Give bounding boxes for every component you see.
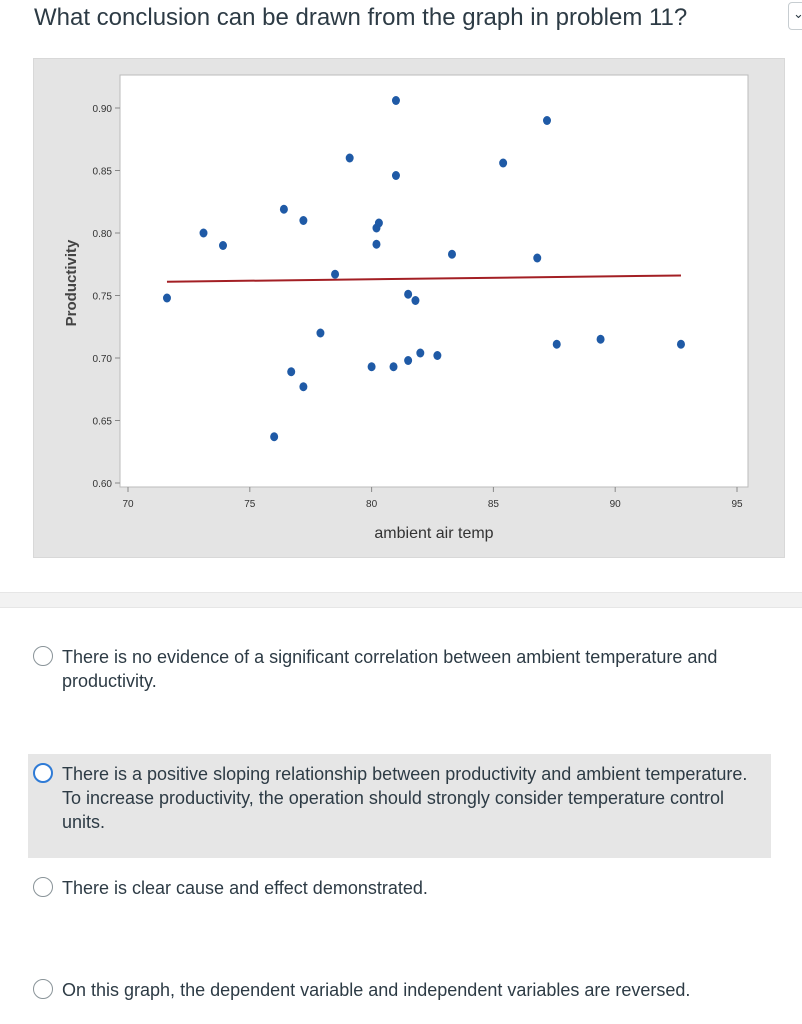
data-point bbox=[287, 367, 296, 377]
radio-button[interactable] bbox=[33, 979, 53, 999]
answer-option-3[interactable]: There is clear cause and effect demonstr… bbox=[28, 868, 771, 908]
data-point bbox=[596, 334, 605, 344]
y-tick-label: 0.90 bbox=[93, 104, 113, 115]
data-point bbox=[199, 228, 208, 238]
data-point bbox=[542, 116, 551, 125]
scatter-chart: 70 75 80 85 90 95 0.60 0.65 0.70 0.75 0.80 0.85 0.90… bbox=[63, 74, 749, 542]
data-point bbox=[331, 269, 340, 279]
data-point bbox=[404, 356, 413, 365]
answer-option-4[interactable]: On this graph, the dependent variable an… bbox=[28, 970, 771, 1010]
data-point bbox=[270, 432, 279, 442]
chevron-down-icon: ⌄ bbox=[793, 6, 802, 21]
collapse-button[interactable]: ⌄ bbox=[788, 2, 802, 30]
data-point bbox=[391, 171, 400, 180]
x-tick-label: 95 bbox=[731, 499, 743, 510]
question-title: What conclusion can be drawn from the gr… bbox=[34, 4, 688, 31]
x-tick-label: 90 bbox=[610, 499, 622, 510]
option-label: There is no evidence of a significant co… bbox=[62, 647, 718, 691]
data-point bbox=[162, 293, 171, 303]
option-label: There is clear cause and effect demonstr… bbox=[62, 878, 428, 898]
data-point bbox=[447, 249, 456, 259]
radio-button[interactable] bbox=[33, 763, 53, 783]
x-tick-label: 85 bbox=[488, 499, 500, 510]
radio-button[interactable] bbox=[33, 877, 53, 897]
y-tick-label: 0.65 bbox=[93, 417, 113, 428]
data-point bbox=[676, 339, 685, 349]
trend-line bbox=[166, 274, 681, 283]
answer-option-1[interactable]: There is no evidence of a significant co… bbox=[28, 637, 771, 701]
data-point bbox=[374, 218, 383, 228]
data-point bbox=[404, 289, 413, 299]
data-point bbox=[299, 216, 308, 225]
y-tick-label: 0.70 bbox=[93, 354, 113, 365]
data-point bbox=[299, 382, 308, 392]
y-tick-label: 0.80 bbox=[93, 229, 113, 240]
data-point bbox=[533, 253, 542, 263]
y-tick-label: 0.75 bbox=[93, 292, 113, 303]
y-tick-label: 0.85 bbox=[93, 167, 113, 178]
data-point bbox=[345, 153, 354, 163]
data-point bbox=[391, 96, 400, 105]
radio-button[interactable] bbox=[33, 646, 53, 666]
y-tick-label: 0.60 bbox=[93, 479, 113, 490]
x-axis-label: ambient air temp bbox=[374, 525, 493, 542]
y-axis-label: Productivity bbox=[63, 239, 80, 326]
data-point bbox=[411, 296, 420, 305]
data-point bbox=[316, 328, 325, 338]
option-label: On this graph, the dependent variable an… bbox=[62, 980, 691, 1000]
x-tick-label: 70 bbox=[122, 499, 134, 510]
option-label: There is a positive sloping relationship… bbox=[62, 764, 748, 832]
x-tick-label: 75 bbox=[244, 499, 256, 510]
data-point bbox=[552, 339, 561, 349]
x-tick-label: 80 bbox=[366, 499, 378, 510]
data-point bbox=[279, 204, 288, 214]
data-point bbox=[416, 348, 425, 358]
data-point bbox=[219, 241, 228, 250]
data-point bbox=[433, 351, 442, 360]
data-point bbox=[372, 239, 381, 249]
data-point bbox=[499, 158, 508, 168]
data-point bbox=[367, 362, 376, 372]
answer-option-2[interactable]: There is a positive sloping relationship… bbox=[28, 754, 771, 858]
divider bbox=[0, 592, 802, 608]
data-point bbox=[389, 362, 398, 372]
